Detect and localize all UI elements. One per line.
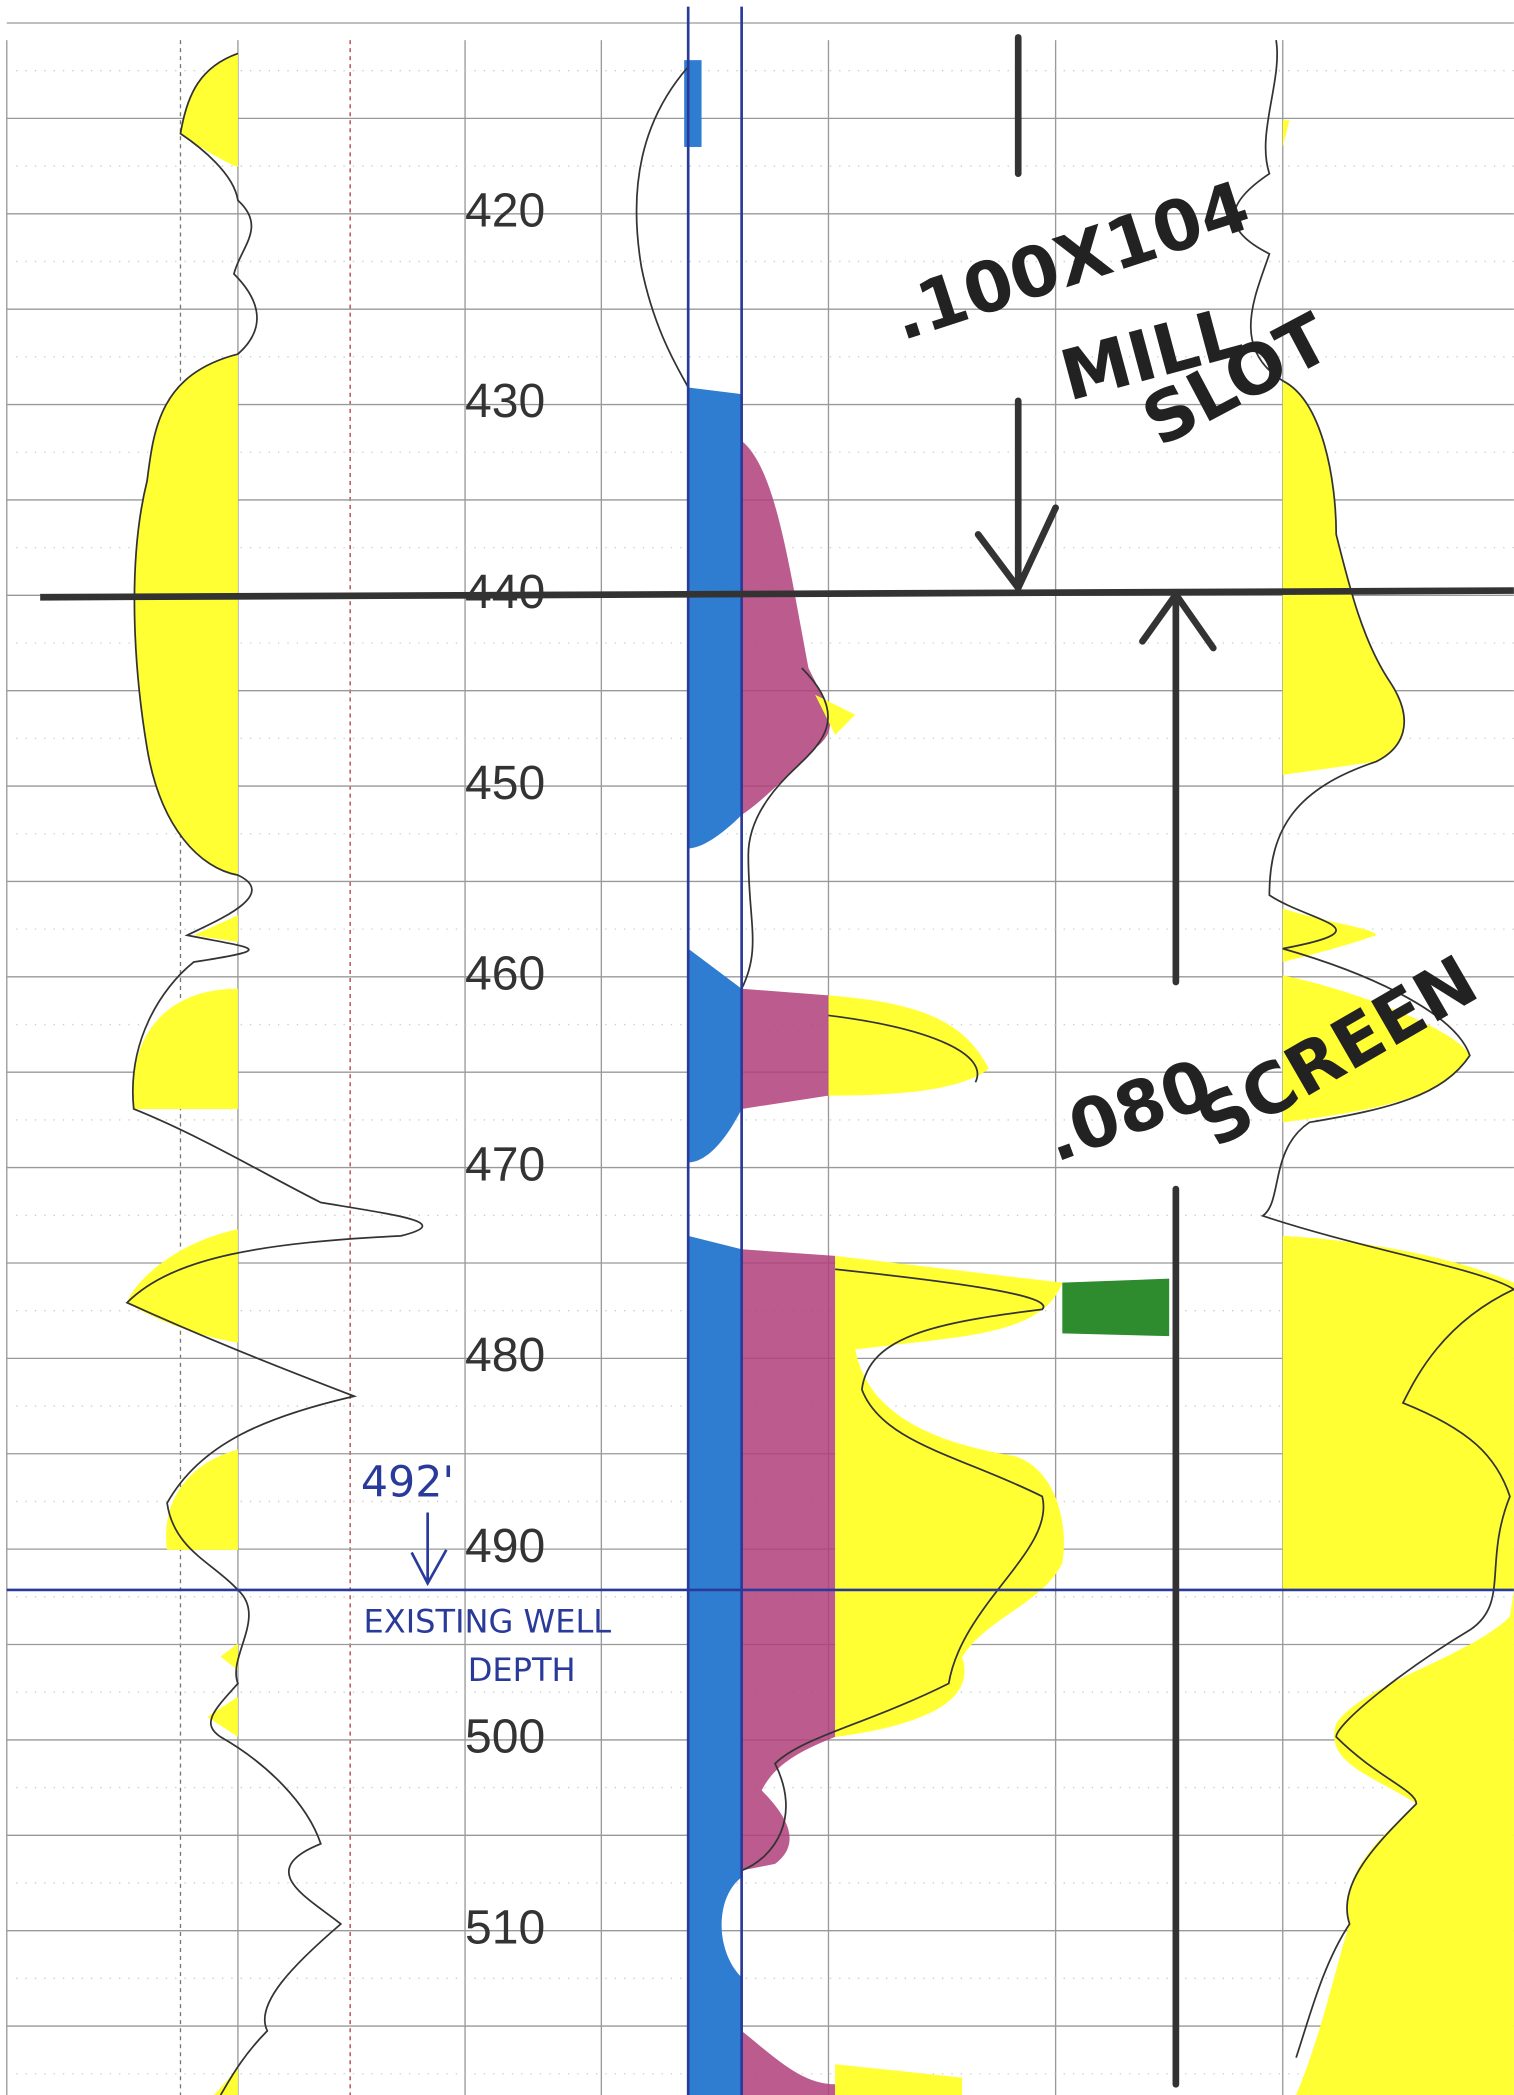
depth-label: 500 [465, 1710, 545, 1764]
blue-fill [688, 387, 742, 2095]
log-curve [740, 667, 1045, 1872]
pink-fill [741, 440, 836, 2095]
blue-arrow [410, 1512, 448, 1587]
depth-label: 510 [465, 1900, 545, 1954]
arrows [974, 34, 1217, 2088]
highlight-fill [127, 53, 238, 2095]
yellow-fill [815, 694, 1064, 2095]
highlight-fill [1282, 120, 1514, 2095]
existing-well-depth: 492' [361, 1457, 454, 1507]
depth-label: 420 [465, 183, 545, 237]
arrow-head [974, 504, 1059, 595]
depth-label: 470 [465, 1137, 545, 1191]
depth-label: 440 [465, 565, 545, 619]
depth-labels: 420 430 440 450 460 470 480 490 500 510 [465, 183, 545, 1954]
depth-label: 480 [465, 1328, 545, 1382]
log-curve [635, 66, 689, 388]
depth-label: 490 [465, 1519, 545, 1573]
mill-slot-line [40, 587, 1514, 601]
depth-label: 460 [465, 947, 545, 1001]
existing-well-text: DEPTH [468, 1651, 576, 1689]
arrow-head [410, 1549, 448, 1587]
depth-label: 450 [465, 756, 545, 810]
arrow-head [1139, 588, 1217, 652]
blue-fill [684, 60, 702, 147]
existing-well-text: EXISTING WELL [364, 1603, 612, 1641]
depth-label: 430 [465, 374, 545, 428]
log-curve [1233, 39, 1514, 2058]
green-fill [1062, 1278, 1170, 1337]
log-curve [125, 52, 424, 2095]
